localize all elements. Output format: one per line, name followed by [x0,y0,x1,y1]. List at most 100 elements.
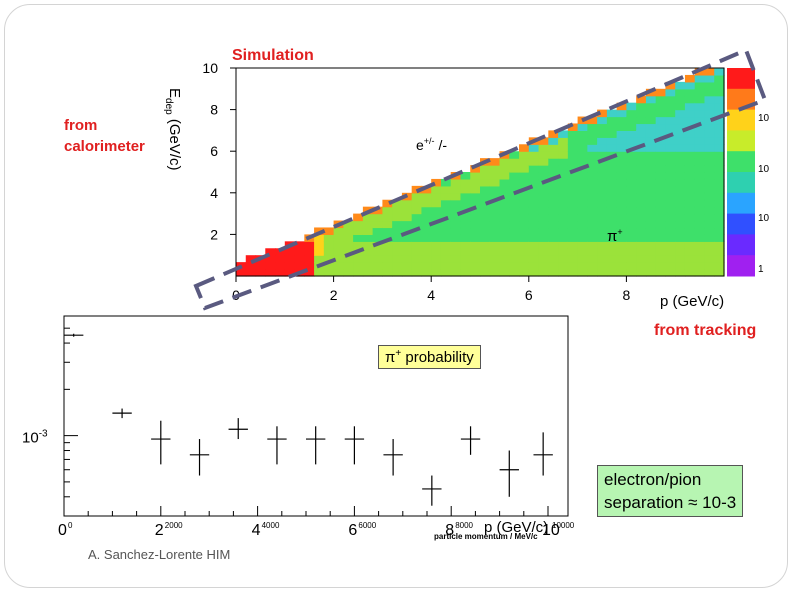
heatmap-cell [440,248,452,256]
heatmap-cell [714,185,725,194]
heatmap-cell [489,255,501,263]
electron-selection-region [193,47,768,311]
heatmap-cell [626,137,637,145]
heatmap-cell [694,255,706,263]
heatmap-cell [675,192,686,201]
heatmap-cell [314,241,325,249]
heatmap-cell [519,234,530,242]
heatmap-cell [304,248,315,256]
heatmap-cell [704,123,715,131]
heatmap-cell [440,269,452,277]
heatmap-cell [597,165,608,173]
heatmap-cell [489,192,501,201]
heatmap-cell [684,130,696,138]
heatmap-cell [714,88,725,97]
heatmap-cell [431,241,442,249]
heatmap-cell [645,213,657,222]
heatmap-cell [509,220,520,229]
heatmap-cell [489,199,501,208]
heatmap-cell [558,137,569,145]
heatmap-cell [684,109,696,118]
heatmap-cell [684,234,696,242]
heatmap-cell [684,88,696,97]
from-calorimeter-label: from calorimeter [64,117,145,155]
heatmap-cell [372,220,383,229]
heatmap-cell [558,241,569,249]
heatmap-cell [353,241,364,249]
heatmap-cell [480,165,491,173]
heatmap-cell [587,255,598,263]
heatmap-cell [704,130,715,138]
heatmap-cell [704,116,715,125]
heatmap-cell [567,206,579,215]
heatmap-cell [645,206,657,215]
heatmap-cell [548,165,559,173]
heatmap-cell [440,241,452,249]
probability-plot-area [63,315,569,517]
heatmap-cell [684,241,696,249]
heatmap-cell [626,234,637,242]
electron-pion-separation-box: electron/pion separation ≈ 10-3 [597,465,744,517]
heatmap-cell [333,262,344,270]
heatmap-cell [655,165,667,173]
heatmap-cell [655,234,667,242]
heatmap-cell [489,158,501,166]
electron-band-label-part: /- [435,137,448,153]
heatmap-cell [587,178,598,187]
heatmap-cell [470,241,481,249]
heatmap-cell [480,199,491,208]
heatmap-cell [714,262,725,270]
heatmap-cell [714,109,725,118]
heatmap-cell [450,255,462,263]
heatmap-cell [401,241,413,249]
heatmap-cell [440,192,452,201]
heatmap-cell [577,213,588,222]
heatmap-cell [323,255,335,263]
heatmap-cell [460,262,471,270]
heatmap-cell [294,248,305,256]
heatmap-cell [684,185,696,194]
heatmap-cell [577,234,588,242]
heatmap-cell [519,144,530,152]
heatmap-cell [392,269,403,277]
probability-x-major-label: 6 [348,522,357,539]
heatmap-cell [645,192,657,201]
heatmap-cell [675,165,686,173]
heatmap-cell [665,185,676,194]
heatmap-cell [499,255,510,263]
heatmap-cell [333,227,344,235]
heatmap-cell [665,95,676,104]
heatmap-cell [528,158,540,166]
heatmap-cell [616,185,627,194]
heatmap-cell [499,192,510,201]
heatmap-cell [665,241,676,249]
heatmap-cell [558,172,569,180]
heatmap-cell [577,192,588,201]
heatmap-cell [548,206,559,215]
heatmap-cell [616,220,627,229]
heatmap-cell [636,206,647,215]
heatmap-cell [519,158,530,166]
heatmap-cell [440,262,452,270]
ylabel-sub: dep [163,98,174,115]
heatmap-cell [538,192,549,201]
heatmap-x-tick-label: 4 [427,287,435,303]
heatmap-cell [684,172,696,180]
heatmap-cell [606,137,618,145]
heatmap-cell [645,255,657,263]
heatmap-cell [636,109,647,118]
heatmap-cell [382,213,393,222]
heatmap-cell [440,178,452,187]
heatmap-cell [284,262,296,270]
colorbar-segment [727,192,755,215]
heatmap-cell [372,248,383,256]
heatmap-cell [470,255,481,263]
heatmap-cell [626,199,637,208]
probability-x-minor-label: 0 [68,521,73,530]
heatmap-cell [694,102,706,111]
heatmap-cell [645,269,657,277]
heatmap-y-axis-title: Edep (GeV/c) [163,88,183,171]
heatmap-cell [645,95,657,104]
colorbar-segment [727,68,755,90]
heatmap-cell [714,234,725,242]
